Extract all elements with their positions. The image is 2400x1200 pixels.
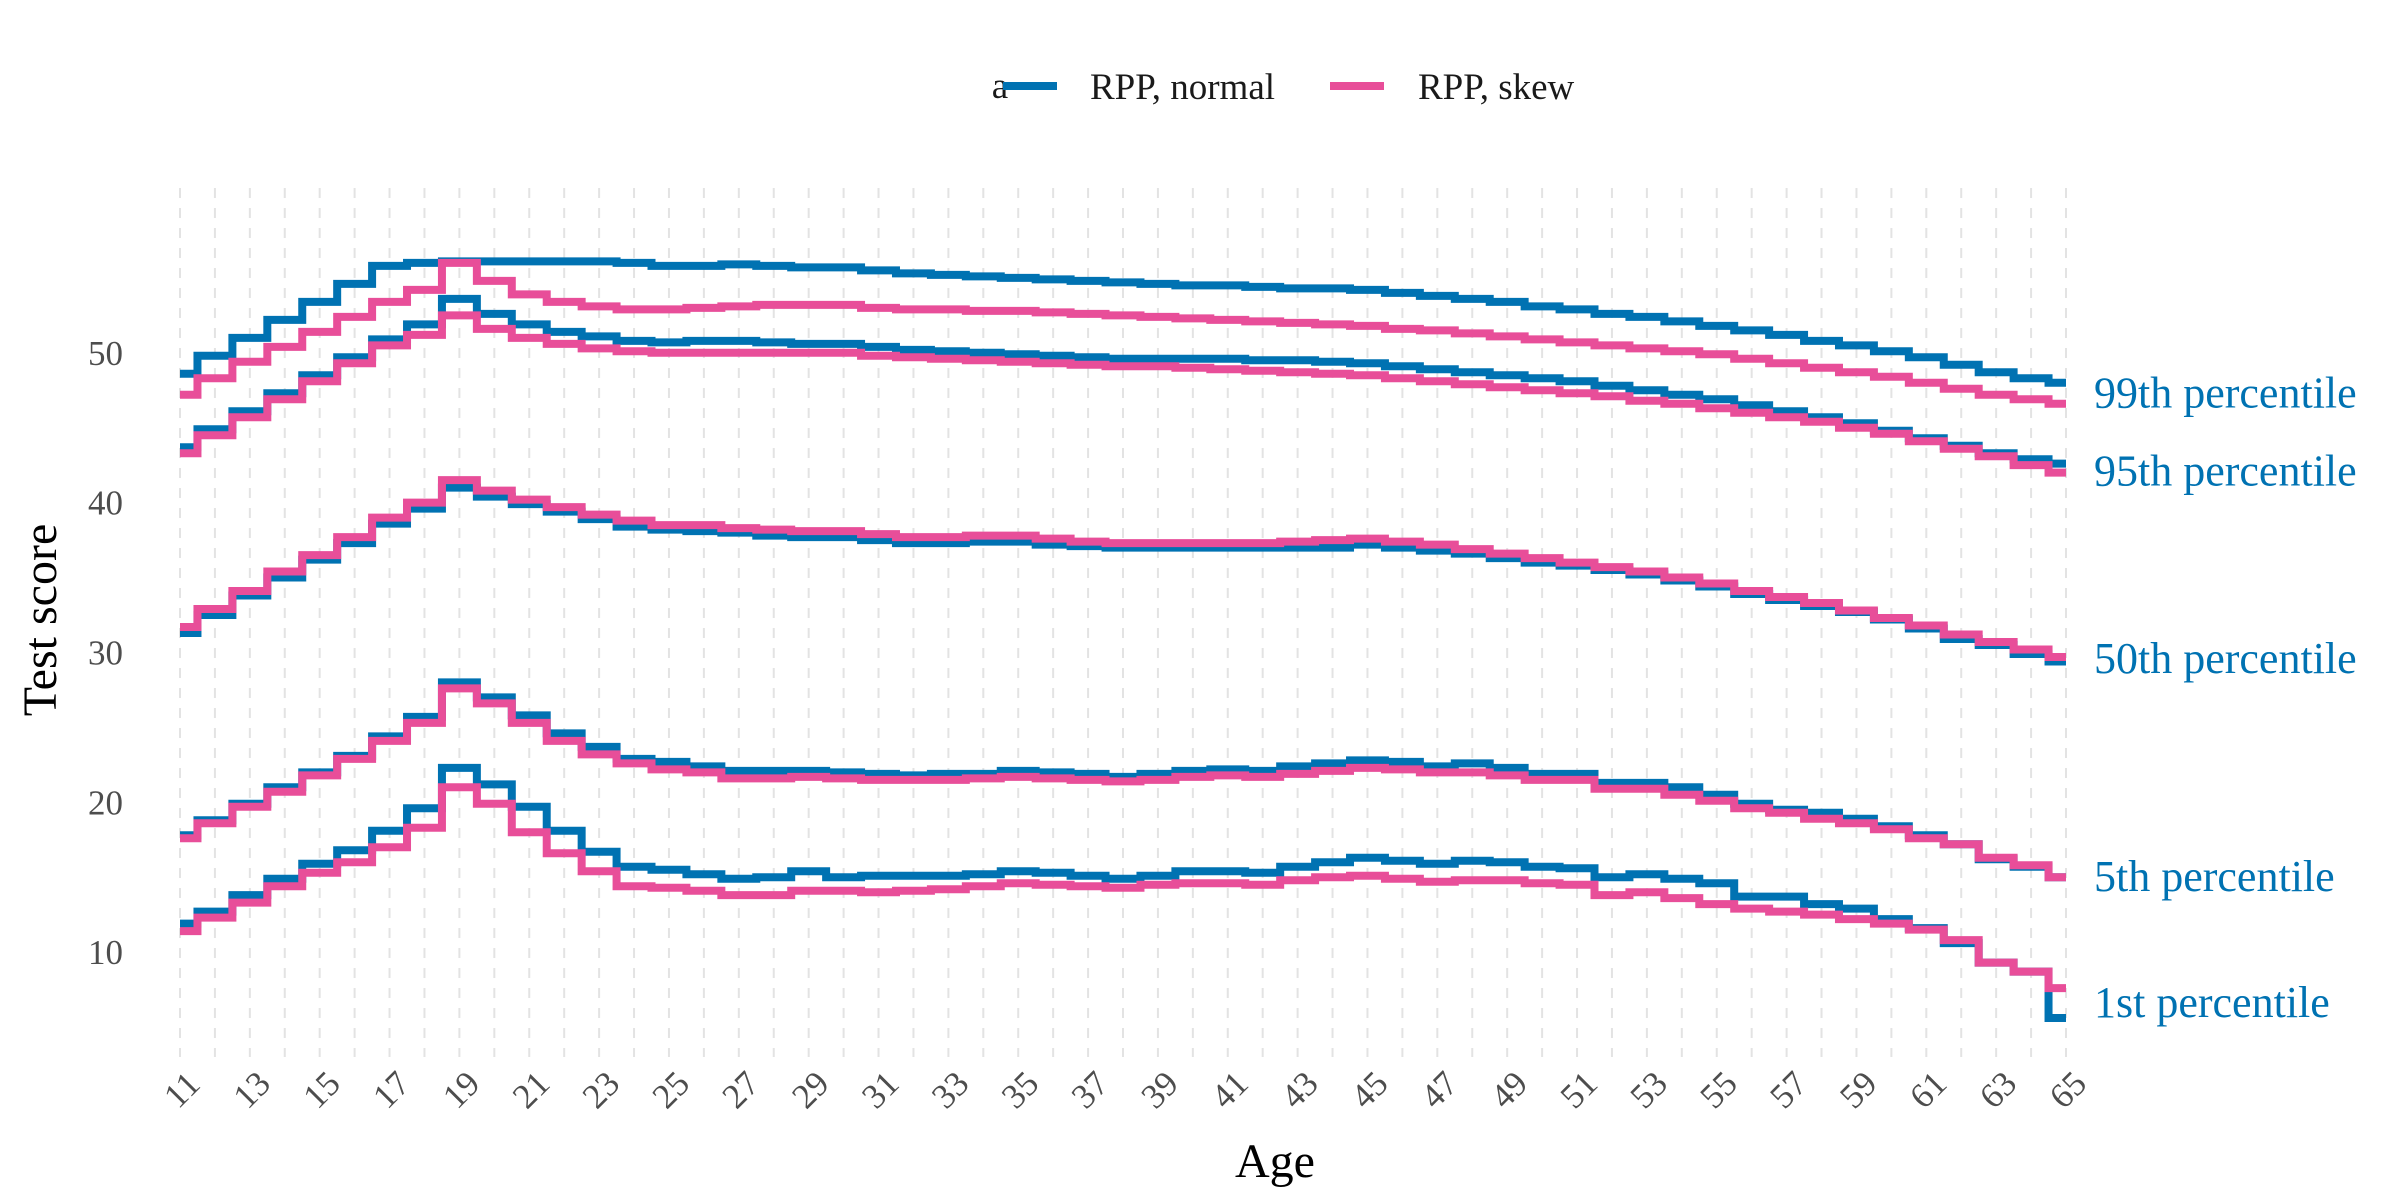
legend-stray-glyph: a: [992, 66, 1008, 107]
x-tick-label-55: 55: [1692, 1064, 1744, 1116]
series-99th-percentile-rpp-skew: [180, 258, 2066, 408]
x-tick-label-23: 23: [575, 1064, 627, 1116]
series-1st-percentile-rpp-normal: [180, 763, 2066, 1023]
y-tick-label-30: 30: [88, 633, 123, 672]
x-tick-label-35: 35: [994, 1064, 1046, 1116]
x-tick-label-61: 61: [1902, 1064, 1954, 1116]
x-tick-label-57: 57: [1762, 1064, 1814, 1116]
x-tick-label-41: 41: [1203, 1064, 1255, 1116]
percentile-label-5th-percentile: 5th percentile: [2094, 852, 2335, 901]
series-5th-percentile-rpp-skew: [180, 684, 2066, 882]
y-tick-labels: 10 20 30 40 50: [88, 334, 123, 972]
y-tick-label-40: 40: [88, 484, 123, 523]
x-tick-label-25: 25: [645, 1064, 697, 1116]
y-tick-label-50: 50: [88, 334, 123, 373]
y-axis-title: Test score: [14, 524, 67, 717]
x-tick-label-63: 63: [1972, 1064, 2024, 1116]
x-tick-label-15: 15: [295, 1064, 347, 1116]
x-tick-label-13: 13: [226, 1064, 278, 1116]
x-tick-label-33: 33: [924, 1064, 976, 1116]
x-gridlines: [179, 188, 2067, 1057]
series-lines: [180, 257, 2066, 1023]
x-tick-label-27: 27: [715, 1064, 767, 1116]
y-tick-label-20: 20: [88, 783, 123, 822]
legend: a RPP, normal RPP, skew: [992, 66, 1575, 108]
series-1st-percentile-rpp-skew: [180, 783, 2066, 993]
percentile-label-1st-percentile: 1st percentile: [2094, 978, 2330, 1027]
legend-label-skew: RPP, skew: [1418, 67, 1575, 108]
x-tick-label-49: 49: [1483, 1064, 1535, 1116]
percentile-label-95th-percentile: 95th percentile: [2094, 446, 2357, 495]
x-tick-label-45: 45: [1343, 1064, 1395, 1116]
x-tick-label-43: 43: [1273, 1064, 1325, 1116]
series-50th-percentile-rpp-skew: [180, 476, 2066, 661]
x-tick-label-21: 21: [505, 1064, 557, 1116]
x-tick-label-31: 31: [854, 1064, 906, 1116]
x-tick-label-51: 51: [1553, 1064, 1605, 1116]
percentile-label-99th-percentile: 99th percentile: [2094, 368, 2357, 417]
series-95th-percentile-rpp-skew: [180, 311, 2066, 477]
x-tick-label-65: 65: [2042, 1064, 2094, 1116]
x-tick-label-59: 59: [1832, 1064, 1884, 1116]
x-tick-label-19: 19: [435, 1064, 487, 1116]
x-tick-label-11: 11: [156, 1064, 207, 1115]
y-tick-label-10: 10: [88, 933, 123, 972]
series-95th-percentile-rpp-normal: [180, 294, 2066, 468]
x-axis-title: Age: [1235, 1135, 1315, 1188]
x-tick-label-39: 39: [1134, 1064, 1186, 1116]
x-tick-label-29: 29: [784, 1064, 836, 1116]
x-tick-labels: 11 13 15 17 19 21 23 25 27 29 31 33 35 37 39 41 43 45 47 49…: [156, 1064, 2094, 1116]
x-tick-label-53: 53: [1623, 1064, 1675, 1116]
x-tick-label-47: 47: [1413, 1064, 1465, 1116]
x-tick-label-17: 17: [365, 1064, 417, 1116]
percentile-label-50th-percentile: 50th percentile: [2094, 634, 2357, 683]
x-tick-label-37: 37: [1064, 1064, 1116, 1116]
percentile-labels: 99th percentile 95th percentile 50th perce…: [2094, 368, 2357, 1027]
legend-label-normal: RPP, normal: [1090, 67, 1275, 108]
